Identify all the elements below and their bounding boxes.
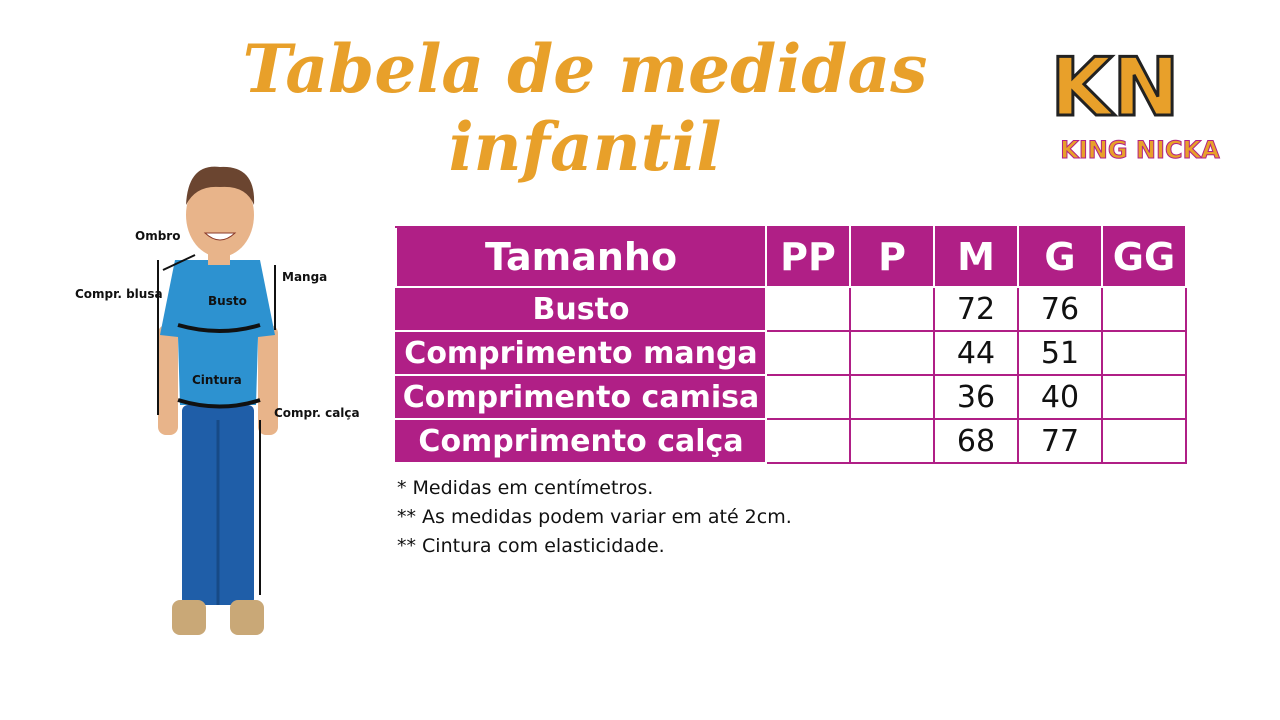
boy [158,166,278,635]
table-cell [1101,286,1187,332]
table-cell: 76 [1017,286,1103,332]
table-cell [849,374,935,420]
header-cell: GG [1101,226,1187,288]
figure-label: Manga [282,270,327,284]
figure-label: Compr. calça [274,406,360,420]
table-cell: 36 [933,374,1019,420]
row-label: Comprimento manga [395,330,767,376]
header-cell: M [933,226,1019,288]
notes: * Medidas em centímetros. ** As medidas p… [397,474,792,561]
table-cell [765,330,851,376]
table-cell: 77 [1017,418,1103,464]
header-cell: G [1017,226,1103,288]
table-row: Comprimento camisa 36 40 [395,374,1187,420]
table-cell [1101,418,1187,464]
figure: Ombro Manga Compr. blusa Busto Cintura C… [75,166,360,635]
logo-monogram: KN [1051,41,1180,134]
table-cell [1101,374,1187,420]
row-label: Busto [395,286,767,332]
logo: KN KING NICKA [1049,40,1221,165]
table-cell [849,286,935,332]
table-row: Comprimento calça 68 77 [395,418,1187,464]
table-cell: 51 [1017,330,1103,376]
size-table: Tamanho PP P M G GG Busto 72 76 Comprimento manga… [395,226,1187,464]
title: Tabela de medidas infantil [242,30,928,186]
table-row: Busto 72 76 [395,286,1187,332]
table-cell [765,374,851,420]
header-cell: PP [765,226,851,288]
figure-label: Ombro [135,229,180,243]
note: ** As medidas podem variar em até 2cm. [397,506,792,528]
table-cell [1101,330,1187,376]
header-cell: P [849,226,935,288]
table-cell: 72 [933,286,1019,332]
note: ** Cintura com elasticidade. [397,535,665,557]
table-cell [765,286,851,332]
table-cell: 68 [933,418,1019,464]
figure-label: Compr. blusa [75,287,163,301]
table-cell: 40 [1017,374,1103,420]
figure-label: Cintura [192,373,242,387]
measure-lines [157,254,276,595]
table-cell [765,418,851,464]
figure-label: Busto [208,294,247,308]
table-cell: 44 [933,330,1019,376]
logo-name: KING NICKA [1060,136,1220,164]
header-cell: Tamanho [395,226,767,288]
row-label: Comprimento camisa [395,374,767,420]
table-row: Comprimento manga 44 51 [395,330,1187,376]
note: * Medidas em centímetros. [397,477,654,499]
table-cell [849,330,935,376]
table-cell [849,418,935,464]
row-label: Comprimento calça [395,418,767,464]
